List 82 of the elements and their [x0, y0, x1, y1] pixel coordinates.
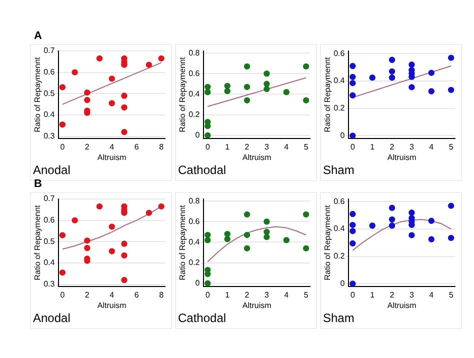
- x-tick-label: 0: [205, 142, 210, 152]
- x-tick-label: 3: [409, 142, 414, 152]
- text: Cathodal: [178, 163, 226, 178]
- x-tick-label: 5: [304, 290, 309, 300]
- y-tick-label: 0.2: [188, 110, 200, 119]
- y-tick-label: 0: [195, 278, 200, 288]
- x-tick-label: 2: [84, 290, 90, 300]
- x-tick-label: 3: [409, 290, 414, 300]
- x-tick-label: 5: [448, 142, 454, 152]
- x-axis-title: Altruism: [97, 301, 127, 310]
- y-tick-label: 0: [195, 130, 200, 140]
- x-tick-label: 4: [284, 290, 290, 300]
- x-tick-label: 1: [370, 290, 376, 300]
- text: Cathodal: [178, 311, 226, 326]
- x-tick-label: 5: [448, 290, 454, 300]
- y-tick-label: 0.5: [44, 236, 56, 246]
- x-tick-label: 2: [244, 290, 250, 300]
- y-axis-title: Ratio of Repaymennt: [178, 56, 188, 132]
- text: B: [34, 178, 42, 190]
- y-tick-label: 0.6: [188, 68, 200, 78]
- x-tick-label: 5: [304, 142, 309, 152]
- x-tick-label: 8: [159, 142, 164, 152]
- y-tick-label: 0.4: [188, 237, 200, 246]
- y-tick-label: 0.6: [44, 68, 56, 77]
- text: Sham: [323, 311, 354, 326]
- x-tick-label: 2: [390, 142, 395, 152]
- y-axis-title: Ratio of Repaymennt: [33, 204, 42, 280]
- x-tick-label: 6: [134, 142, 140, 152]
- x-tick-label: 0: [350, 142, 356, 152]
- x-tick-label: 2: [390, 290, 395, 300]
- text: Anodal: [33, 163, 70, 178]
- y-tick-label: 0.6: [188, 216, 200, 226]
- x-tick-label: 1: [225, 142, 230, 152]
- y-tick-label: 0.6: [44, 216, 56, 225]
- x-axis-title: Altruism: [242, 301, 272, 310]
- y-tick-label: 0.8: [188, 48, 200, 58]
- x-tick-label: 2: [244, 142, 250, 152]
- text: Sham: [323, 163, 354, 178]
- y-tick-label: 0.2: [334, 104, 346, 113]
- y-tick-label: 0: [340, 130, 346, 140]
- text: A: [34, 30, 42, 42]
- x-tick-label: 1: [370, 142, 376, 152]
- y-axis-title: Ratio of Repaymennt: [33, 56, 42, 132]
- y-tick-label: 0.8: [188, 196, 200, 206]
- y-tick-label: 0.4: [334, 76, 346, 86]
- x-tick-label: 0: [60, 290, 66, 300]
- x-tick-label: 2: [84, 142, 90, 152]
- x-axis-title: Altruism: [97, 153, 127, 162]
- y-axis-title: Ratio of Repaymennt: [323, 204, 332, 280]
- y-tick-label: 0.3: [44, 131, 56, 140]
- x-tick-label: 3: [264, 290, 270, 300]
- x-tick-label: 1: [225, 290, 230, 300]
- y-tick-label: 0.5: [44, 88, 56, 98]
- x-tick-label: 4: [429, 290, 434, 300]
- x-tick-label: 3: [264, 142, 270, 152]
- x-tick-label: 4: [429, 142, 434, 152]
- text: Anodal: [33, 311, 70, 326]
- y-axis-title: Ratio of Repaymennt: [323, 56, 332, 132]
- y-tick-label: 0.7: [44, 46, 56, 56]
- x-axis-title: Altruism: [242, 153, 272, 162]
- x-tick-label: 4: [284, 142, 290, 152]
- y-tick-label: 0.4: [44, 258, 56, 268]
- y-tick-label: 0.4: [44, 110, 56, 120]
- x-tick-label: 0: [205, 290, 210, 300]
- y-axis-title: Ratio of Repaymennt: [178, 204, 188, 280]
- y-tick-label: 0.6: [334, 196, 346, 206]
- y-tick-label: 0.3: [44, 279, 56, 288]
- y-tick-label: 0.2: [188, 258, 200, 267]
- y-tick-label: 0.6: [334, 48, 346, 58]
- x-axis-title: Altruism: [387, 153, 417, 162]
- x-tick-label: 0: [60, 142, 66, 152]
- y-tick-label: 0: [340, 278, 346, 288]
- x-axis-title: Altruism: [387, 301, 417, 310]
- x-tick-label: 4: [110, 142, 115, 152]
- y-tick-label: 0.7: [44, 194, 56, 204]
- x-tick-label: 0: [350, 290, 356, 300]
- y-tick-label: 0.4: [334, 224, 346, 234]
- x-tick-label: 8: [159, 290, 164, 300]
- y-tick-label: 0.2: [334, 252, 346, 261]
- y-tick-label: 0.4: [188, 89, 200, 98]
- x-tick-label: 4: [110, 290, 115, 300]
- x-tick-label: 6: [134, 290, 140, 300]
